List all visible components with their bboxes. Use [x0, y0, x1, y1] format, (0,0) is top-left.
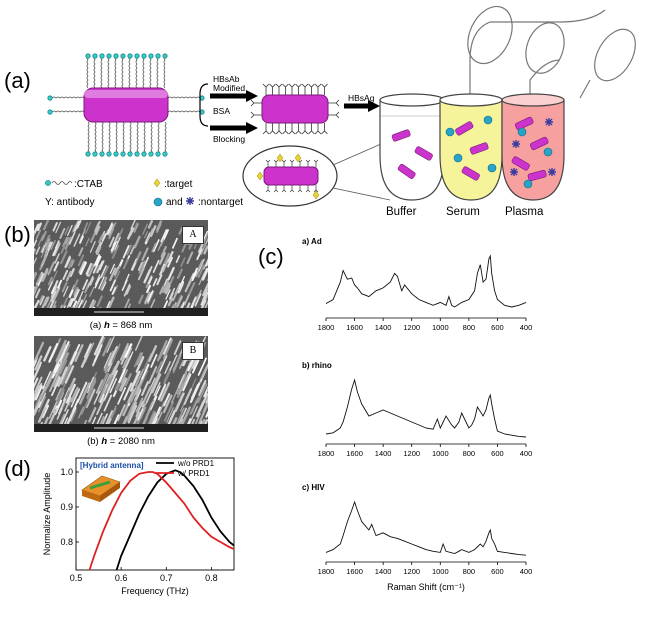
spectrum-tick-label-2-1: 1600	[346, 567, 363, 576]
thz-amplitude-chart: 0.5 0.6 0.7 0.8 0.8 0.9 1.0 Frequency (THz) Norm…	[42, 457, 235, 596]
legend-ctab-chain	[45, 180, 73, 186]
spectrum-tick-label-1-3: 1200	[403, 449, 420, 458]
caption-b: (b) h = 2080 nm	[87, 436, 155, 447]
panel-c-letter: (c)	[258, 244, 284, 269]
tube-label-serum: Serum	[446, 206, 480, 218]
spectrum-tick-label-0-3: 1200	[403, 323, 420, 332]
spectrum-tick-label-2-0: 1800	[318, 567, 335, 576]
panel-b-letter: (b)	[4, 222, 31, 247]
spectrum-tick-label-0-0: 1800	[318, 323, 335, 332]
panel-a-letter: (a)	[4, 68, 31, 93]
spectrum-tick-label-1-5: 800	[463, 449, 476, 458]
spectrum-tick-label-1-4: 1000	[432, 449, 449, 458]
thz-xtick-label-1: 0.6	[115, 573, 128, 583]
tube-nanorods	[391, 116, 549, 182]
raman-spectra-chart: a) Ad 1800 1600 1400 1200 1000 800 600 400 b) rhi…	[302, 237, 533, 592]
ctab-coated-rod	[47, 53, 205, 157]
tube-buffer	[379, 93, 445, 201]
thz-xtick-label-0: 0.5	[70, 573, 83, 583]
thz-ytick-label-2: 1.0	[60, 467, 73, 477]
tube-serum	[439, 93, 503, 201]
thz-xlabel: Frequency (THz)	[121, 586, 189, 596]
spectrum-label-1: b) rhino	[302, 361, 332, 370]
spectrum-label-2: c) HIV	[302, 483, 325, 492]
tube-label-buffer: Buffer	[386, 206, 417, 218]
legend-target-icon	[153, 178, 161, 188]
spectrum-line-0	[325, 254, 527, 308]
legend-and: and	[166, 197, 183, 208]
spectrum-tick-label-2-4: 1000	[432, 567, 449, 576]
spectrum-tick-label-1-6: 600	[491, 449, 504, 458]
spectrum-tick-label-1-1: 1600	[346, 449, 363, 458]
legend-star-icon	[186, 197, 194, 205]
sample-loops	[467, 5, 636, 100]
spectrum-tick-label-0-1: 1600	[346, 323, 363, 332]
arrow-top-label-2: Modified	[213, 83, 245, 93]
arrow-right-label: HBsAg	[348, 93, 375, 103]
spectrum-tick-label-1-0: 1800	[318, 449, 335, 458]
panel-a-schematic: HBsAb Modified BSA Blocking HBsAg	[45, 5, 636, 218]
legend-antibody: Y: antibody	[45, 197, 94, 208]
legend-nontarget: :nontarget	[198, 197, 243, 208]
spectrum-line-1	[325, 378, 527, 438]
spectrum-tick-label-2-3: 1200	[403, 567, 420, 576]
antibody-rod	[250, 83, 340, 135]
spectrum-tick-label-1-2: 1400	[375, 449, 392, 458]
thz-series-line-0	[115, 469, 235, 571]
spectrum-tick-label-1-7: 400	[520, 449, 533, 458]
arrow-top-label-1: HBsAb	[213, 74, 240, 84]
thz-ylabel: Normalize Amplitude	[42, 473, 52, 556]
thz-xtick-label-3: 0.8	[205, 573, 218, 583]
thz-xtick-label-2: 0.7	[160, 573, 173, 583]
zoom-targets	[256, 153, 320, 200]
spectrum-tick-label-2-5: 800	[463, 567, 476, 576]
thz-legend-label-0: w/o PRD1	[177, 459, 215, 468]
legend-ctab: :CTAB	[74, 179, 103, 190]
thz-ytick-label-1: 0.9	[60, 502, 73, 512]
nontarget-hexagons	[445, 115, 553, 189]
inset-label: [Hybrid antenna]	[80, 461, 144, 470]
spectrum-tick-label-0-4: 1000	[432, 323, 449, 332]
nontarget-stars	[510, 118, 556, 176]
spectrum-line-2	[325, 500, 527, 556]
panel-d-letter: (d)	[4, 456, 31, 481]
spectrum-tick-label-0-2: 1400	[375, 323, 392, 332]
spectrum-tick-label-2-7: 400	[520, 567, 533, 576]
spectrum-tick-label-2-6: 600	[491, 567, 504, 576]
branch-bracket	[199, 83, 209, 127]
spectrum-tick-label-0-7: 400	[520, 323, 533, 332]
sem-image-b-label: B	[182, 342, 204, 360]
legend-target: :target	[164, 179, 193, 190]
thz-legend-label-1: w/ PRD1	[177, 469, 210, 478]
tube-label-plasma: Plasma	[505, 206, 544, 218]
arrow-bottom-label-1: BSA	[213, 106, 230, 116]
arrow-bottom-label-2: Blocking	[213, 134, 245, 144]
thz-ytick-label-0: 0.8	[60, 537, 73, 547]
sem-image-a-label: A	[182, 226, 204, 244]
spectrum-tick-label-0-6: 600	[491, 323, 504, 332]
raman-xlabel: Raman Shift (cm⁻¹)	[387, 582, 465, 592]
spectrum-tick-label-2-2: 1400	[375, 567, 392, 576]
spectrum-tick-label-0-5: 800	[463, 323, 476, 332]
sem-image-a	[34, 220, 208, 316]
caption-a: (a) h = 868 nm	[89, 320, 153, 331]
hybrid-antenna-inset	[81, 475, 121, 502]
legend-hexagon-icon	[153, 197, 163, 207]
spectrum-label-0: a) Ad	[302, 237, 322, 246]
